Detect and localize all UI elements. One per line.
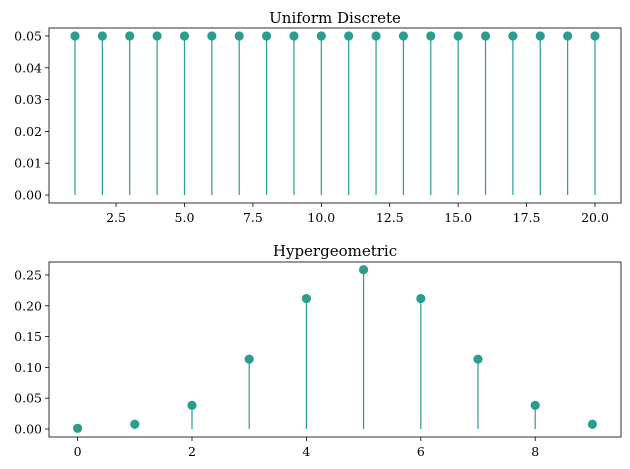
y-tick-label: 0.00 (14, 188, 42, 203)
data-point (244, 354, 254, 364)
data-point (234, 31, 244, 41)
y-tick-label: 0.02 (14, 124, 42, 139)
data-point (207, 31, 217, 41)
data-point (473, 354, 483, 364)
data-point (187, 400, 197, 410)
data-point (73, 423, 83, 433)
data-point (535, 31, 545, 41)
data-point (530, 400, 540, 410)
axes-frame (48, 261, 622, 438)
x-tick-label: 5.0 (175, 210, 195, 225)
hypergeometric-chart: Hypergeometric 0 2 4 6 8 0.00 0.05 0.10 0.15 0.20… (14, 242, 622, 459)
y-tick-label: 0.05 (14, 28, 42, 43)
data-point (97, 31, 107, 41)
x-tick-label: 0 (74, 444, 82, 459)
data-point (344, 31, 354, 41)
data-point (261, 31, 272, 41)
data-point (70, 31, 80, 41)
y-tick-label: 0.15 (14, 329, 42, 344)
x-tick-label: 2 (188, 444, 196, 459)
x-tick-label: 10.0 (307, 210, 335, 225)
data-point (426, 31, 436, 41)
data-point (398, 31, 409, 41)
x-tick-label: 12.5 (376, 210, 404, 225)
chart-title: Hypergeometric (273, 242, 397, 260)
data-point (590, 31, 600, 41)
axes-frame (48, 27, 622, 204)
y-tick-label: 0.01 (14, 156, 42, 171)
data-point (125, 31, 135, 41)
y-tick-label: 0.03 (14, 92, 42, 107)
y-tick-label: 0.20 (14, 298, 42, 313)
x-tick-label: 15.0 (444, 210, 472, 225)
x-tick-label: 2.5 (106, 210, 126, 225)
x-tick-label: 6 (417, 444, 425, 459)
data-point (587, 419, 598, 429)
data-point (480, 31, 491, 41)
data-point (508, 31, 518, 41)
data-point (179, 31, 190, 41)
data-point (152, 31, 162, 41)
data-point (301, 293, 311, 304)
data-point (416, 293, 426, 304)
x-tick-label: 17.5 (513, 210, 541, 225)
y-tick-label: 0.04 (14, 60, 42, 75)
x-tick-label: 4 (302, 444, 310, 459)
x-tick-label: 20.0 (581, 210, 609, 225)
data-point (371, 31, 381, 41)
x-tick-label: 7.5 (243, 210, 263, 225)
chart-title: Uniform Discrete (269, 9, 401, 27)
y-tick-label: 0.05 (14, 391, 42, 406)
data-point (130, 419, 140, 429)
x-tick-label: 8 (531, 444, 539, 459)
data-point (289, 31, 299, 41)
data-point (563, 31, 573, 41)
data-point (316, 31, 326, 41)
data-point (359, 265, 369, 275)
y-tick-label: 0.00 (14, 421, 42, 436)
uniform-discrete-chart: Uniform Discrete 2.5 5.0 7.5 10.0 12.5 15.0 17… (14, 9, 622, 225)
y-tick-label: 0.25 (14, 267, 42, 282)
data-point (453, 31, 463, 41)
y-tick-label: 0.10 (14, 360, 42, 375)
